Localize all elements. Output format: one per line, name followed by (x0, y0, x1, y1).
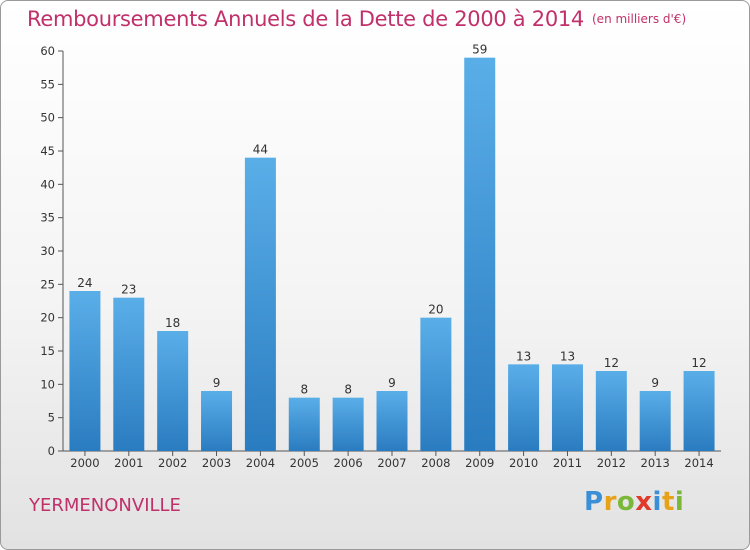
x-tick-label: 2014 (684, 456, 713, 470)
city-name: YERMENONVILLE (29, 495, 181, 516)
x-tick-label: 2002 (158, 456, 187, 470)
bar-value-label: 44 (253, 143, 268, 157)
x-tick-label: 2007 (377, 456, 406, 470)
axes: 0 5 10 15 20 25 30 35 40 45 50 55 60 2000 2001 2002 2003… (40, 44, 721, 470)
logo-letter: r (603, 487, 617, 517)
bar (639, 391, 671, 451)
logo-letter: P (584, 487, 604, 517)
bar (376, 391, 408, 451)
proxiti-logo: Proxiti (584, 487, 684, 517)
y-tick-label: 0 (48, 444, 55, 458)
x-tick-label: 2008 (421, 456, 450, 470)
bar-value-label: 12 (691, 356, 706, 370)
bar-value-label: 9 (388, 376, 396, 390)
y-tick-label: 50 (40, 111, 55, 125)
x-tick-label: 2001 (114, 456, 143, 470)
x-tick-label: 2006 (333, 456, 362, 470)
bar-value-label: 24 (77, 276, 92, 290)
x-tick-label: 2010 (509, 456, 538, 470)
x-tick-label: 2013 (641, 456, 670, 470)
logo-letter: x (635, 487, 653, 517)
x-tick-label: 2000 (70, 456, 99, 470)
chart-title-text: Remboursements Annuels de la Dette de 20… (27, 7, 584, 31)
x-tick-label: 2012 (597, 456, 626, 470)
y-tick-label: 20 (40, 311, 55, 325)
bar-value-label: 13 (516, 349, 531, 363)
x-tick-label: 2009 (465, 456, 494, 470)
y-tick-label: 10 (40, 377, 55, 391)
bar (508, 364, 540, 451)
logo-letter: o (616, 487, 636, 517)
bar (288, 397, 320, 451)
y-tick-label: 40 (40, 177, 55, 191)
bar (332, 397, 364, 451)
bar-value-label: 20 (428, 303, 443, 317)
bar (464, 57, 496, 452)
logo-letter: t (661, 487, 675, 517)
y-tick-label: 15 (40, 344, 55, 358)
bar-value-label: 8 (300, 383, 308, 397)
bar (420, 317, 452, 451)
x-tick-label: 2011 (553, 456, 582, 470)
bars (69, 57, 715, 452)
bar-value-label: 8 (344, 383, 352, 397)
y-tick-label: 5 (48, 411, 55, 425)
bar-value-label: 18 (165, 316, 180, 330)
bar (551, 364, 583, 451)
bar (683, 371, 715, 451)
bar (157, 331, 189, 451)
y-tick-label: 45 (40, 144, 55, 158)
bar-value-label: 13 (560, 349, 575, 363)
bar-value-label: 23 (121, 283, 136, 297)
x-tick-label: 2003 (202, 456, 231, 470)
logo-letter: i (674, 487, 685, 517)
bar (201, 391, 233, 451)
logo-letter: i (652, 487, 662, 517)
y-tick-label: 30 (40, 244, 55, 258)
bar-value-label: 9 (651, 376, 659, 390)
x-tick-label: 2004 (246, 456, 275, 470)
bar-value-label: 9 (213, 376, 221, 390)
bar-value-label: 12 (604, 356, 619, 370)
y-tick-label: 35 (40, 211, 55, 225)
bar (69, 291, 101, 451)
y-tick-label: 25 (40, 277, 55, 291)
bar (113, 297, 145, 451)
y-tick-label: 55 (40, 77, 55, 91)
x-tick-label: 2005 (290, 456, 319, 470)
chart-unit: (en milliers d'€) (592, 12, 687, 26)
bar (244, 157, 276, 451)
bar (595, 371, 627, 451)
chart-title: Remboursements Annuels de la Dette de 20… (27, 7, 686, 31)
data-labels: 24 23 18 9 44 8 8 9 20 59 13 13 12 9 12 (77, 43, 706, 397)
y-tick-label: 60 (40, 44, 55, 58)
bar-value-label: 59 (472, 43, 487, 57)
